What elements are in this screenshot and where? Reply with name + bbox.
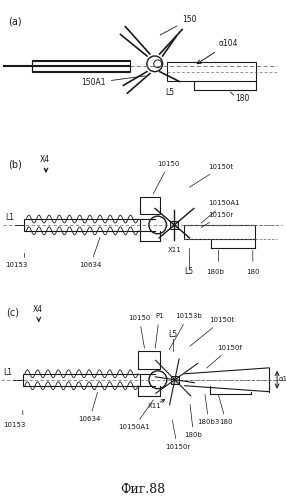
Bar	[32, 60, 130, 72]
Text: 10150r: 10150r	[201, 212, 234, 228]
Text: (c): (c)	[6, 307, 19, 317]
Text: α104: α104	[197, 39, 238, 64]
Text: P1: P1	[155, 313, 164, 348]
Text: 10153: 10153	[3, 422, 25, 428]
Text: 180b: 180b	[185, 404, 202, 438]
Bar	[170, 221, 178, 229]
Text: 150: 150	[160, 15, 197, 35]
Text: 180b3: 180b3	[198, 394, 220, 425]
Text: 180: 180	[236, 94, 250, 103]
Text: 10150f: 10150f	[207, 345, 242, 368]
Text: 10150r: 10150r	[165, 420, 190, 450]
Bar	[168, 62, 256, 81]
Bar	[138, 351, 160, 369]
Text: 180: 180	[246, 269, 259, 275]
Text: L5: L5	[168, 330, 177, 339]
Text: (a): (a)	[8, 17, 21, 27]
Text: 180b: 180b	[206, 269, 224, 275]
Bar	[171, 376, 179, 384]
Text: L5: L5	[165, 88, 174, 97]
Text: 10634: 10634	[78, 392, 101, 422]
Text: 180: 180	[218, 394, 233, 425]
Text: 10150: 10150	[153, 161, 180, 194]
Text: 10150A1: 10150A1	[118, 400, 153, 430]
Text: X11: X11	[168, 248, 181, 253]
Text: L5: L5	[184, 267, 193, 276]
Text: 10150A1: 10150A1	[201, 200, 240, 223]
Text: 150A1: 150A1	[81, 76, 145, 87]
Text: L1: L1	[3, 368, 12, 377]
Bar	[23, 374, 140, 386]
Text: X4: X4	[33, 305, 43, 314]
Text: 10150t: 10150t	[189, 164, 234, 187]
Text: X4: X4	[40, 155, 50, 164]
Text: 10634: 10634	[79, 238, 102, 268]
Bar	[140, 197, 160, 214]
Text: 10153b: 10153b	[169, 313, 202, 350]
Text: L1: L1	[5, 213, 14, 222]
Text: Фиг.88: Фиг.88	[120, 483, 166, 496]
Bar	[24, 219, 140, 231]
Text: X11: X11	[148, 402, 162, 408]
Text: 10153: 10153	[5, 262, 27, 268]
Text: (b): (b)	[8, 159, 21, 169]
Text: 10150: 10150	[128, 315, 150, 348]
Text: 10150t: 10150t	[190, 317, 235, 346]
Text: α106: α106	[279, 376, 286, 382]
Bar	[184, 225, 255, 239]
